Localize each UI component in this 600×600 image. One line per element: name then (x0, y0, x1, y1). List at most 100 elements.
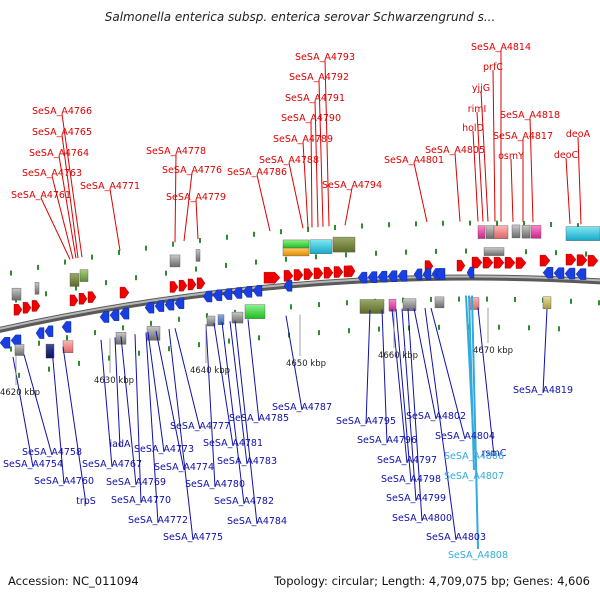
cog-box[interactable] (45, 343, 55, 359)
reverse-gene-label[interactable]: rsmC (482, 448, 507, 459)
reverse-gene-arrow[interactable] (542, 267, 554, 279)
forward-gene-arrow[interactable] (263, 272, 281, 284)
forward-gene-arrow[interactable] (22, 302, 32, 314)
forward-gene-label[interactable]: SeSA_A4766 (32, 106, 92, 117)
reverse-gene-arrow[interactable] (377, 270, 388, 283)
reverse-gene-arrow[interactable] (252, 285, 263, 297)
reverse-gene-arrow[interactable] (144, 301, 155, 314)
reverse-gene-label[interactable]: SeSA_A4802 (406, 411, 466, 422)
forward-gene-arrow[interactable] (333, 266, 344, 278)
cog-box[interactable] (359, 299, 385, 314)
reverse-gene-label[interactable]: SeSA_A4780 (185, 479, 245, 490)
reverse-gene-arrow[interactable] (61, 321, 72, 333)
forward-gene-arrow[interactable] (313, 267, 324, 280)
forward-gene-label[interactable]: yjjG (472, 83, 490, 94)
forward-gene-arrow[interactable] (493, 256, 505, 269)
reverse-gene-arrow[interactable] (435, 268, 446, 280)
forward-gene-arrow[interactable] (169, 281, 179, 293)
forward-gene-label[interactable]: rimI (468, 104, 487, 115)
reverse-gene-arrow[interactable] (212, 289, 223, 301)
forward-gene-label[interactable]: SeSA_A4790 (281, 113, 341, 124)
forward-gene-arrow[interactable] (196, 277, 206, 289)
forward-gene-label[interactable]: SeSA_A4801 (384, 155, 444, 166)
reverse-gene-label[interactable]: SeSA_A4769 (106, 477, 166, 488)
cog-box[interactable] (530, 225, 542, 239)
forward-gene-arrow[interactable] (587, 254, 599, 267)
reverse-gene-arrow[interactable] (553, 267, 565, 279)
forward-gene-label[interactable]: holD (462, 123, 484, 134)
forward-gene-label[interactable]: SeSA_A4805 (425, 145, 485, 156)
reverse-gene-label[interactable]: SeSA_A4772 (128, 515, 188, 526)
forward-gene-label[interactable]: SeSA_A4818 (500, 110, 560, 121)
forward-gene-arrow[interactable] (283, 270, 294, 282)
reverse-gene-arrow[interactable] (222, 288, 233, 300)
forward-gene-label[interactable]: SeSA_A4776 (162, 165, 222, 176)
cog-box[interactable] (231, 311, 244, 324)
reverse-gene-label[interactable]: SeSA_A4795 (336, 416, 396, 427)
forward-gene-arrow[interactable] (482, 256, 494, 269)
forward-gene-label[interactable]: SeSA_A4788 (259, 155, 319, 166)
forward-gene-label[interactable]: osmY (498, 151, 524, 162)
reverse-gene-arrow[interactable] (422, 268, 432, 280)
forward-gene-label[interactable]: SeSA_A4786 (227, 167, 287, 178)
reverse-gene-arrow[interactable] (242, 286, 253, 298)
forward-gene-arrow[interactable] (323, 266, 334, 279)
forward-gene-label[interactable]: SeSA_A4779 (166, 192, 226, 203)
cog-box[interactable] (34, 282, 40, 295)
reverse-gene-arrow[interactable] (164, 298, 175, 311)
reverse-gene-label[interactable]: SeSA_A4754 (3, 459, 63, 470)
reverse-gene-label[interactable]: trpS (76, 496, 96, 507)
reverse-gene-label[interactable]: SeSA_A4797 (377, 455, 437, 466)
reverse-gene-arrow[interactable] (413, 268, 423, 281)
forward-gene-arrow[interactable] (539, 254, 551, 267)
reverse-gene-arrow[interactable] (387, 270, 398, 282)
forward-gene-arrow[interactable] (347, 265, 356, 277)
forward-gene-label[interactable]: SeSA_A4764 (29, 148, 89, 159)
reverse-gene-label[interactable]: SeSA_A4787 (272, 402, 332, 413)
forward-gene-arrow[interactable] (87, 291, 97, 303)
reverse-gene-arrow[interactable] (397, 270, 408, 282)
reverse-gene-label[interactable]: SeSA_A4796 (357, 435, 417, 446)
highlighted-gene-label[interactable]: SeSA_A4808 (448, 550, 508, 561)
cog-box[interactable] (11, 287, 22, 301)
reverse-gene-label[interactable]: SeSA_A4770 (111, 495, 171, 506)
forward-gene-label[interactable]: deoC (554, 150, 579, 161)
forward-gene-arrow[interactable] (31, 300, 41, 312)
cog-box[interactable] (217, 314, 225, 325)
reverse-gene-label[interactable]: SeSA_A4784 (227, 516, 287, 527)
reverse-gene-arrow[interactable] (44, 325, 54, 337)
forward-gene-label[interactable]: SeSA_A4791 (285, 93, 345, 104)
forward-gene-label[interactable]: SeSA_A4761 (11, 190, 71, 201)
reverse-gene-label[interactable]: SeSA_A4773 (134, 444, 194, 455)
forward-gene-arrow[interactable] (565, 253, 577, 266)
reverse-gene-label[interactable]: SeSA_A4800 (392, 513, 452, 524)
reverse-gene-arrow[interactable] (119, 307, 130, 320)
forward-gene-label[interactable]: SeSA_A4817 (493, 131, 553, 142)
cog-box[interactable] (62, 340, 74, 353)
cog-box[interactable] (14, 344, 25, 356)
reverse-gene-arrow[interactable] (99, 311, 110, 323)
cog-box[interactable] (69, 273, 80, 287)
cog-box[interactable] (402, 298, 417, 311)
reverse-gene-label[interactable]: SeSA_A4760 (34, 476, 94, 487)
forward-gene-arrow[interactable] (471, 256, 483, 269)
forward-gene-arrow[interactable] (504, 257, 516, 269)
reverse-gene-label[interactable]: SeSA_A4758 (22, 447, 82, 458)
forward-gene-label[interactable]: deoA (566, 129, 591, 140)
reverse-gene-arrow[interactable] (564, 267, 576, 280)
reverse-gene-arrow[interactable] (283, 280, 293, 292)
forward-gene-label[interactable]: SeSA_A4763 (22, 168, 82, 179)
cog-box[interactable] (565, 226, 600, 241)
reverse-gene-arrow[interactable] (154, 300, 165, 312)
reverse-gene-label[interactable]: SeSA_A4775 (163, 532, 223, 543)
reverse-gene-arrow[interactable] (109, 309, 120, 321)
forward-gene-label[interactable]: SeSA_A4794 (322, 180, 382, 191)
forward-gene-label[interactable]: prfC (483, 62, 503, 73)
cog-box[interactable] (434, 296, 445, 309)
forward-gene-arrow[interactable] (78, 293, 88, 305)
reverse-gene-arrow[interactable] (232, 287, 243, 299)
reverse-gene-label[interactable]: SeSA_A4781 (203, 438, 263, 449)
forward-gene-arrow[interactable] (303, 268, 314, 280)
forward-gene-arrow[interactable] (456, 259, 466, 272)
reverse-gene-label[interactable]: SeSA_A4803 (426, 532, 486, 543)
